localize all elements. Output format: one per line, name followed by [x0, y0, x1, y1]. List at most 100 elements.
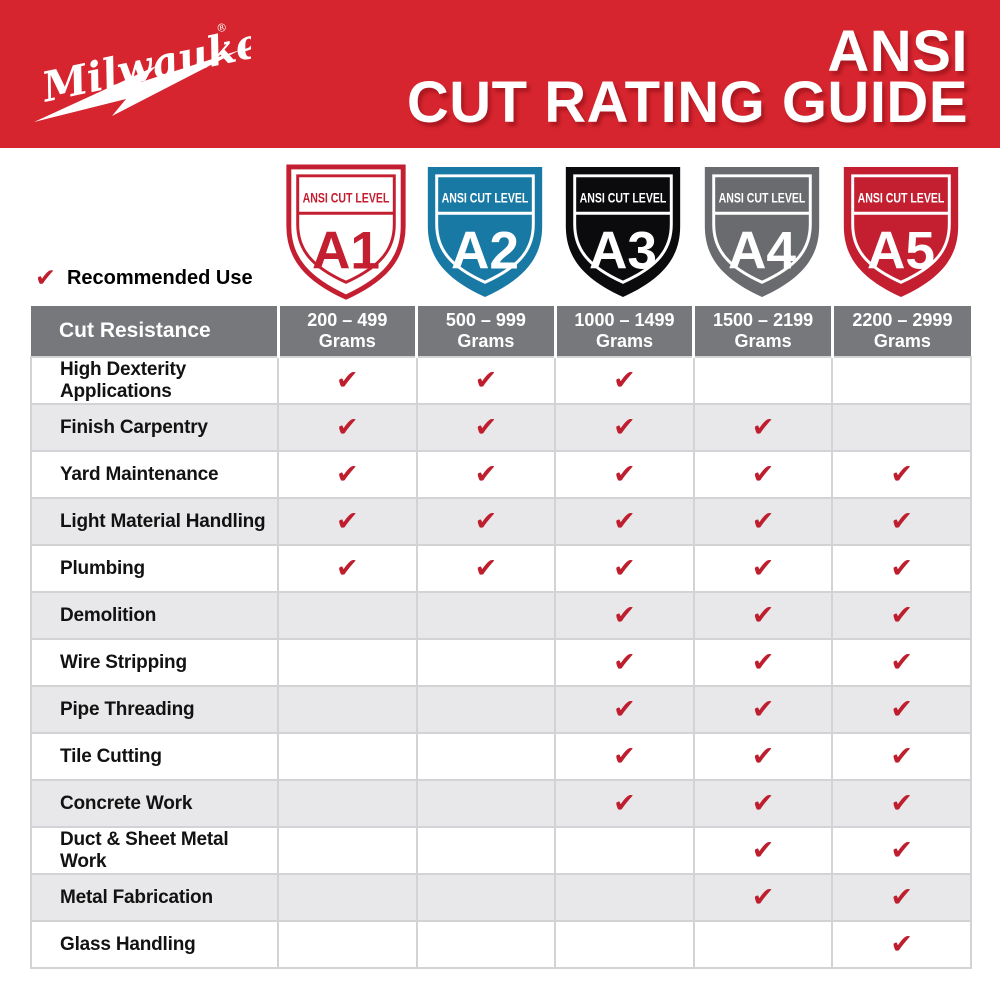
check-cell: ✔: [831, 779, 972, 828]
check-cell: ✔: [692, 779, 834, 828]
check-icon: ✔: [613, 647, 636, 677]
check-icon: ✔: [890, 647, 913, 677]
shield-inner-border: [435, 174, 535, 284]
shield-level-label: A1: [312, 221, 380, 280]
check-icon: ✔: [35, 264, 56, 292]
check-icon: ✔: [474, 459, 498, 489]
check-cell: [554, 826, 695, 875]
table-row: Light Material Handling ✔ ✔ ✔ ✔ ✔: [30, 497, 972, 546]
table-row: Finish Carpentry ✔ ✔ ✔ ✔: [30, 403, 972, 452]
application-label: Concrete Work: [30, 779, 279, 828]
check-icon: ✔: [751, 506, 775, 536]
shield-inner-border: [573, 174, 674, 284]
legend-and-shields: ✔ Recommended Use ANSI CUT LEVEL A1 ANSI C…: [0, 163, 1000, 301]
title-line-2: CUT RATING GUIDE: [406, 70, 968, 135]
application-label: Metal Fabrication: [30, 873, 279, 922]
check-cell: ✔: [692, 685, 834, 734]
corner-header: Cut Resistance: [31, 306, 278, 357]
check-cell: [554, 873, 695, 922]
check-cell: ✔: [554, 685, 695, 734]
shield-level-label: A5: [867, 221, 935, 280]
check-icon: ✔: [335, 459, 359, 489]
check-cell: ✔: [692, 873, 834, 922]
shield-band-label: ANSI CUT LEVEL: [442, 190, 529, 205]
check-cell: ✔: [554, 450, 695, 499]
check-cell: ✔: [415, 544, 557, 593]
check-icon: ✔: [890, 929, 913, 959]
check-cell: [415, 779, 557, 828]
check-cell: ✔: [692, 826, 834, 875]
check-cell: [277, 779, 418, 828]
check-cell: ✔: [831, 497, 972, 546]
check-icon: ✔: [751, 553, 775, 583]
check-cell: [692, 920, 834, 969]
check-cell: [415, 685, 557, 734]
grams-suffix: Grams: [318, 331, 376, 351]
lightning-bolt-icon: [34, 50, 240, 122]
application-label: High Dexterity Applications: [30, 356, 279, 405]
check-cell: [831, 356, 972, 405]
check-cell: ✔: [277, 450, 418, 499]
table-row: Duct & Sheet Metal Work ✔ ✔: [30, 826, 972, 875]
check-icon: ✔: [890, 553, 913, 583]
check-cell: [415, 920, 557, 969]
check-cell: [277, 638, 418, 687]
check-icon: ✔: [613, 788, 636, 818]
table-row: High Dexterity Applications ✔ ✔ ✔: [30, 356, 972, 405]
check-icon: ✔: [335, 365, 359, 395]
check-icon: ✔: [613, 553, 636, 583]
table-row: Wire Stripping ✔ ✔ ✔: [30, 638, 972, 687]
check-cell: [554, 920, 695, 969]
check-cell: [415, 638, 557, 687]
table-row: Metal Fabrication ✔ ✔: [30, 873, 972, 922]
grams-range: 200 – 499: [307, 309, 388, 330]
shield-cell-A1: ANSI CUT LEVEL A1: [277, 163, 416, 301]
legend-label: Recommended Use: [66, 267, 253, 289]
check-cell: ✔: [692, 732, 834, 781]
check-cell: ✔: [692, 638, 834, 687]
column-header-A3: 1000 – 1499 Grams: [553, 306, 694, 357]
check-icon: ✔: [751, 882, 775, 912]
application-label: Plumbing: [30, 544, 279, 593]
shield-cell-A5: ANSI CUT LEVEL A5: [831, 163, 970, 301]
check-cell: [415, 591, 557, 640]
shield-band-label: ANSI CUT LEVEL: [580, 190, 667, 205]
check-cell: ✔: [277, 356, 418, 405]
check-cell: ✔: [277, 403, 418, 452]
application-label: Tile Cutting: [30, 732, 279, 781]
check-icon: ✔: [613, 365, 636, 395]
shield-cell-A2: ANSI CUT LEVEL A2: [416, 163, 555, 301]
check-cell: ✔: [277, 497, 418, 546]
grams-range: 1500 – 2199: [713, 309, 814, 330]
application-label: Demolition: [30, 591, 279, 640]
check-cell: ✔: [415, 450, 557, 499]
shield-row: ANSI CUT LEVEL A1 ANSI CUT LEVEL A2 ANSI CUT…: [277, 163, 970, 301]
check-icon: ✔: [613, 506, 636, 536]
ansi-cut-level-shield-A5: ANSI CUT LEVEL A5: [843, 166, 958, 298]
check-icon: ✔: [751, 694, 775, 724]
shield-level-label: A4: [728, 221, 796, 280]
check-cell: ✔: [554, 403, 695, 452]
check-cell: ✔: [692, 497, 834, 546]
check-cell: ✔: [831, 826, 972, 875]
check-cell: ✔: [831, 450, 972, 499]
column-header-A5: 2200 – 2999 Grams: [830, 306, 971, 357]
check-icon: ✔: [335, 506, 359, 536]
check-icon: ✔: [751, 600, 775, 630]
check-cell: ✔: [277, 544, 418, 593]
check-icon: ✔: [890, 694, 913, 724]
check-icon: ✔: [613, 412, 636, 442]
check-cell: [415, 873, 557, 922]
registered-mark: ®: [215, 21, 228, 36]
ansi-cut-level-shield-A1: ANSI CUT LEVEL A1: [286, 164, 406, 300]
table-header-row: Cut Resistance 200 – 499 Grams 500 – 999 Gr…: [31, 306, 971, 357]
check-cell: ✔: [831, 732, 972, 781]
shield-band-label: ANSI CUT LEVEL: [857, 190, 944, 205]
check-cell: ✔: [415, 497, 557, 546]
check-icon: ✔: [890, 835, 913, 865]
table-row: Concrete Work ✔ ✔ ✔: [30, 779, 972, 828]
check-cell: ✔: [692, 403, 834, 452]
table-row: Yard Maintenance ✔ ✔ ✔ ✔ ✔: [30, 450, 972, 499]
check-cell: ✔: [415, 356, 557, 405]
title-line-1: ANSI: [827, 19, 968, 84]
